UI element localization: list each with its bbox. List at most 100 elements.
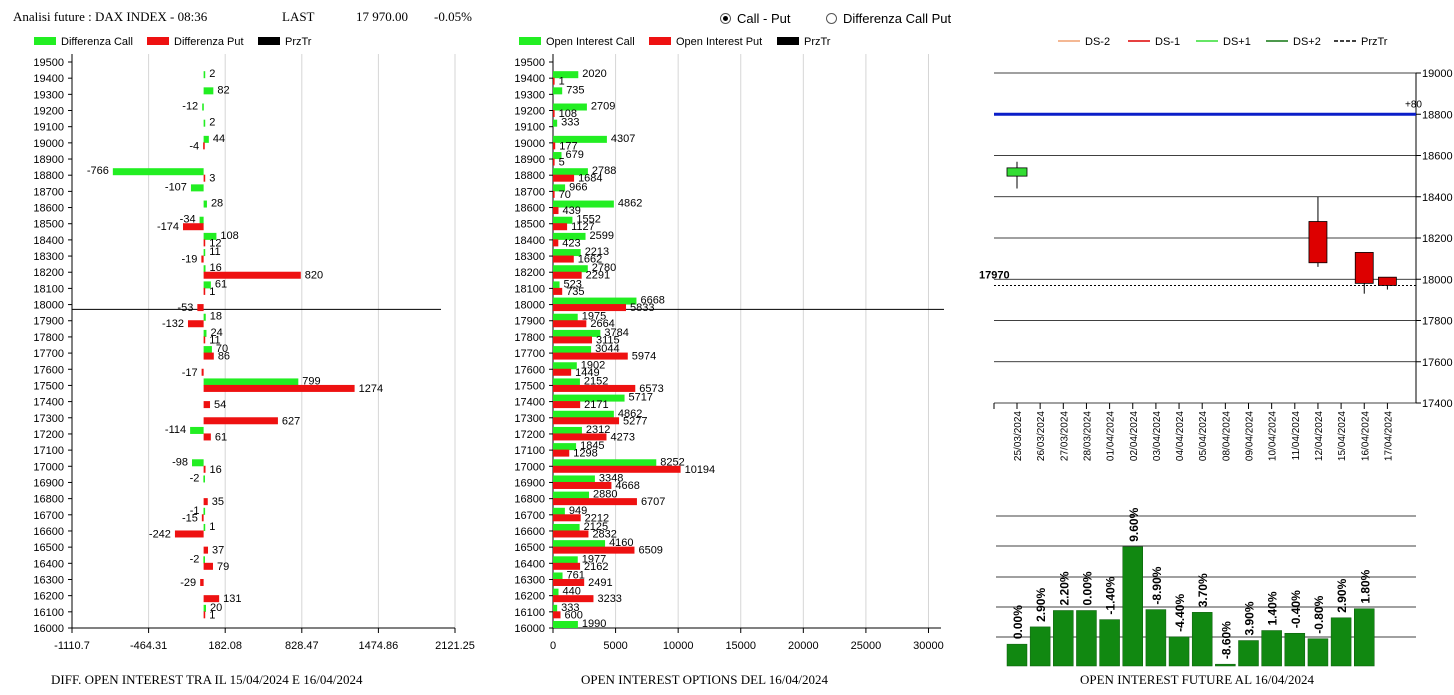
put-bar xyxy=(553,530,589,538)
call-bar xyxy=(553,523,580,531)
put-bar xyxy=(553,514,581,522)
y-tick-label: 16900 xyxy=(514,477,545,489)
bar-value-label: -19 xyxy=(181,254,197,266)
bar-value-label: 2664 xyxy=(590,318,614,330)
radio-diff-call-put[interactable]: Differenza Call Put xyxy=(826,11,951,26)
y-tick-label: 18700 xyxy=(33,186,64,198)
radio-diff-label: Differenza Call Put xyxy=(843,11,952,26)
bar-value-label: 627 xyxy=(282,415,300,427)
future-y-tick-label: 18600 xyxy=(1422,151,1453,163)
bar-value-label: -53 xyxy=(177,302,193,314)
put-bar xyxy=(553,562,581,570)
y-tick-label: 19500 xyxy=(514,57,545,69)
bar-value-label: 2880 xyxy=(593,489,617,501)
bar-value-label: 949 xyxy=(569,505,587,517)
call-bar xyxy=(553,604,558,612)
bar-value-label: 2788 xyxy=(592,165,616,177)
call-bar xyxy=(553,135,607,143)
put-bar xyxy=(553,174,575,182)
put-bar xyxy=(197,304,204,312)
put-bar xyxy=(553,384,636,392)
oi-future-bar xyxy=(1191,612,1213,667)
y-tick-label: 18600 xyxy=(514,203,545,215)
x-tick-label: 20000 xyxy=(788,640,819,652)
future-y-tick-label: 18200 xyxy=(1422,233,1453,245)
bar-value-label: 1298 xyxy=(573,448,597,460)
put-bar xyxy=(553,77,555,85)
call-bar xyxy=(553,200,614,208)
oi-future-label: 9.60% xyxy=(1127,507,1141,541)
y-tick-label: 18300 xyxy=(514,251,545,263)
bar-value-label: 16 xyxy=(210,262,222,274)
future-x-tick-label: 17/04/2024 xyxy=(1383,411,1394,461)
put-bar xyxy=(553,352,628,360)
radio-call-put[interactable]: Call - Put xyxy=(720,11,790,26)
oi-future-label: 2.90% xyxy=(1034,588,1048,622)
y-tick-label: 17000 xyxy=(33,461,64,473)
y-tick-label: 16100 xyxy=(33,607,64,619)
future-x-tick-label: 27/03/2024 xyxy=(1059,411,1070,461)
future-x-tick-label: 08/04/2024 xyxy=(1221,411,1232,461)
future-y-tick-label: 18400 xyxy=(1422,192,1453,204)
bar-value-label: -107 xyxy=(165,181,187,193)
y-tick-label: 17600 xyxy=(514,364,545,376)
bar-value-label: 799 xyxy=(302,375,320,387)
put-bar xyxy=(201,514,204,522)
y-tick-label: 17300 xyxy=(514,413,545,425)
oi-future-label: 1.40% xyxy=(1266,591,1280,625)
bar-value-label: 61 xyxy=(215,278,227,290)
put-bar xyxy=(203,562,213,570)
future-legend-label-2: DS+1 xyxy=(1223,36,1251,48)
y-tick-label: 16200 xyxy=(514,591,545,603)
call-bar xyxy=(203,556,205,564)
y-tick-label: 17600 xyxy=(33,364,64,376)
call-bar xyxy=(203,200,207,208)
put-bar xyxy=(203,336,206,344)
future-legend-label-3: DS+2 xyxy=(1293,36,1321,48)
x-tick-label: 828.47 xyxy=(285,640,319,652)
future-legend-label-0: DS-2 xyxy=(1085,36,1110,48)
call-bar xyxy=(553,232,586,240)
future-x-tick-label: 16/04/2024 xyxy=(1360,411,1371,461)
legend-swatch-0 xyxy=(519,37,541,45)
legend-swatch-0 xyxy=(34,37,56,45)
bar-value-label: 28 xyxy=(211,198,223,210)
call-bar xyxy=(203,313,206,321)
bar-value-label: -132 xyxy=(162,318,184,330)
bar-value-label: 2020 xyxy=(582,68,606,80)
y-tick-label: 17000 xyxy=(514,461,545,473)
y-tick-label: 16000 xyxy=(514,623,545,635)
put-bar xyxy=(553,498,637,506)
oi-future-label: 0.00% xyxy=(1080,571,1094,605)
bar-value-label: 6509 xyxy=(638,545,662,557)
bar-value-label: 2162 xyxy=(584,561,608,573)
y-tick-label: 18300 xyxy=(33,251,64,263)
bar-value-label: 2599 xyxy=(590,230,614,242)
bar-value-label: 600 xyxy=(565,609,583,621)
bar-value-label: 679 xyxy=(565,149,583,161)
x-tick-label: 5000 xyxy=(603,640,627,652)
y-tick-label: 18500 xyxy=(514,219,545,231)
future-y-tick-label: 19000 xyxy=(1422,68,1453,80)
bar-value-label: 3233 xyxy=(597,593,621,605)
put-bar xyxy=(203,498,208,506)
bar-value-label: 4160 xyxy=(609,537,633,549)
bar-value-label: -242 xyxy=(149,528,171,540)
y-tick-label: 17500 xyxy=(514,380,545,392)
bar-value-label: 131 xyxy=(223,593,241,605)
call-bar xyxy=(192,459,204,467)
put-bar xyxy=(553,223,568,231)
oi-future-bar xyxy=(1215,663,1236,667)
call-bar xyxy=(553,152,562,160)
bar-value-label: 3 xyxy=(209,173,215,185)
y-tick-label: 17200 xyxy=(514,429,545,441)
oi-future-label: 3.90% xyxy=(1243,601,1257,635)
radio-unselected-icon xyxy=(826,13,837,24)
call-bar xyxy=(553,507,565,515)
future-x-tick-label: 02/04/2024 xyxy=(1129,411,1140,461)
call-bar xyxy=(203,265,206,273)
put-bar xyxy=(553,207,559,215)
call-bar xyxy=(553,346,592,354)
call-bar xyxy=(553,588,559,596)
